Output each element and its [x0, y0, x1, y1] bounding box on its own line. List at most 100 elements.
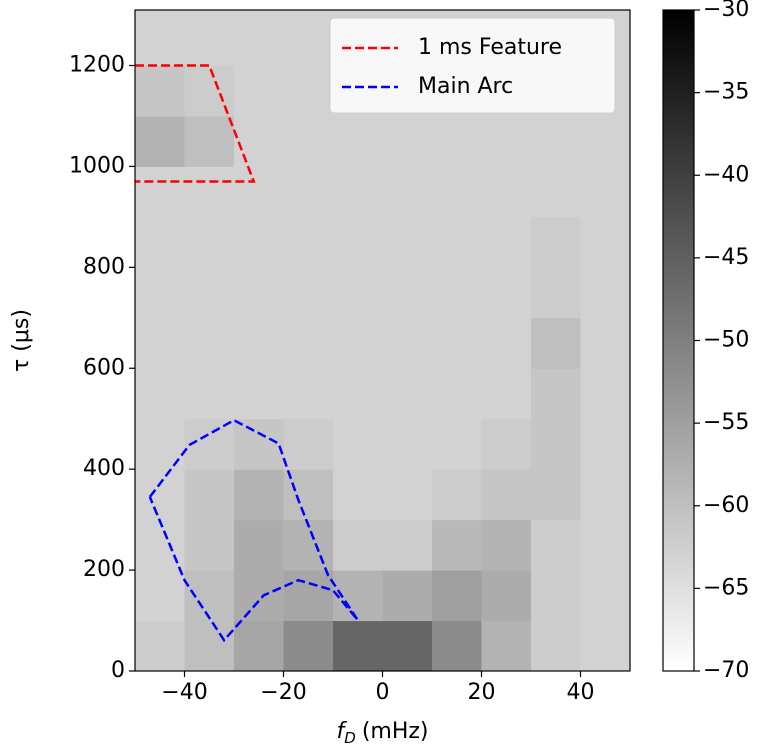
- heat-cell: [184, 519, 235, 571]
- heat-cell: [580, 368, 630, 420]
- heat-cell: [283, 65, 334, 117]
- heat-cell: [283, 10, 334, 67]
- heat-cell: [135, 317, 185, 369]
- heat-cell: [481, 216, 532, 268]
- heat-cell: [234, 570, 284, 622]
- heat-cell: [184, 267, 235, 319]
- heat-cell: [283, 317, 334, 369]
- heat-cell: [382, 317, 433, 369]
- heat-cell: [234, 620, 284, 671]
- heat-cell: [135, 115, 185, 167]
- heat-cell: [283, 570, 334, 622]
- heat-cell: [184, 368, 235, 420]
- heat-cell: [234, 418, 284, 470]
- heat-cell: [234, 216, 284, 268]
- heat-cell: [432, 620, 482, 671]
- overlay-line: [135, 64, 256, 183]
- heat-cell: [382, 216, 433, 268]
- x-tick-label: 20: [468, 680, 496, 705]
- colorbar-tick-label: −65: [703, 575, 749, 600]
- heat-cell: [283, 368, 334, 420]
- heat-cell: [234, 166, 284, 218]
- x-axis-label: fD (mHz): [337, 719, 429, 747]
- heat-cell: [333, 317, 383, 369]
- heat-cell: [531, 620, 581, 671]
- heat-cell: [184, 570, 235, 622]
- overlay-line: [148, 418, 359, 643]
- heat-cell: [234, 10, 284, 67]
- heat-cell: [432, 317, 482, 369]
- heat-cell: [382, 166, 433, 218]
- heat-cell: [580, 216, 630, 268]
- x-tick-label: 40: [567, 680, 595, 705]
- colorbar-tick-label: −55: [703, 410, 749, 435]
- x-tick-label: 0: [376, 680, 390, 705]
- heat-cell: [531, 418, 581, 470]
- heat-cell: [531, 317, 581, 369]
- heat-cell: [333, 115, 383, 167]
- heat-cell: [531, 469, 581, 521]
- heat-cell: [481, 620, 532, 671]
- heat-cell: [184, 317, 235, 369]
- y-axis-label: τ (μs): [9, 309, 34, 372]
- y-tick-label: 1000: [69, 153, 125, 178]
- heat-cell: [333, 216, 383, 268]
- heat-cell: [283, 418, 334, 470]
- heat-cell: [234, 469, 284, 521]
- heat-cell: [531, 519, 581, 571]
- heat-cell: [382, 267, 433, 319]
- x-label-unit: (mHz): [362, 719, 429, 744]
- heat-cell: [234, 368, 284, 420]
- heat-cell: [580, 469, 630, 521]
- heat-cell: [135, 65, 185, 117]
- heat-cell: [432, 570, 482, 622]
- heat-cell: [531, 570, 581, 622]
- x-label-subscript: D: [344, 729, 356, 747]
- heat-cell: [580, 115, 630, 167]
- heat-cell: [531, 267, 581, 319]
- heat-cell: [333, 267, 383, 319]
- heat-cell: [184, 115, 235, 167]
- heat-cell: [432, 115, 482, 167]
- heat-cell: [135, 166, 185, 218]
- colorbar-tick-label: −30: [703, 0, 749, 22]
- y-tick-label: 400: [83, 456, 125, 481]
- heat-cell: [481, 317, 532, 369]
- heat-cell: [481, 267, 532, 319]
- heat-cell: [234, 65, 284, 117]
- heat-cell: [531, 115, 581, 167]
- x-tick-label: −40: [161, 680, 207, 705]
- heat-cell: [333, 418, 383, 470]
- overlays: [135, 64, 359, 643]
- heat-cell: [580, 166, 630, 218]
- heat-cell: [234, 115, 284, 167]
- heat-cell: [283, 519, 334, 571]
- heat-cell: [382, 469, 433, 521]
- heat-cell: [531, 368, 581, 420]
- y-tick-label: 200: [83, 557, 125, 582]
- heat-cell: [531, 166, 581, 218]
- heat-cell: [432, 519, 482, 571]
- heat-cell: [432, 368, 482, 420]
- heat-cell: [283, 115, 334, 167]
- heat-cell: [432, 418, 482, 470]
- legend-label: 1 ms Feature: [418, 35, 562, 60]
- colorbar-tick-label: −45: [703, 245, 749, 270]
- heat-cell: [580, 620, 630, 671]
- heat-cell: [580, 570, 630, 622]
- heat-cell: [481, 115, 532, 167]
- heat-cell: [184, 469, 235, 521]
- heat-cell: [283, 620, 334, 671]
- colorbar: [662, 9, 695, 672]
- heat-cell: [432, 216, 482, 268]
- legend-label: Main Arc: [418, 74, 513, 99]
- y-tick-label: 800: [83, 254, 125, 279]
- heat-cell: [184, 216, 235, 268]
- heat-cell: [481, 519, 532, 571]
- heat-cell: [135, 620, 185, 671]
- heat-cell: [432, 166, 482, 218]
- heat-cell: [432, 267, 482, 319]
- legend-box: [329, 17, 616, 114]
- heat-cell: [382, 418, 433, 470]
- heat-cell: [382, 570, 433, 622]
